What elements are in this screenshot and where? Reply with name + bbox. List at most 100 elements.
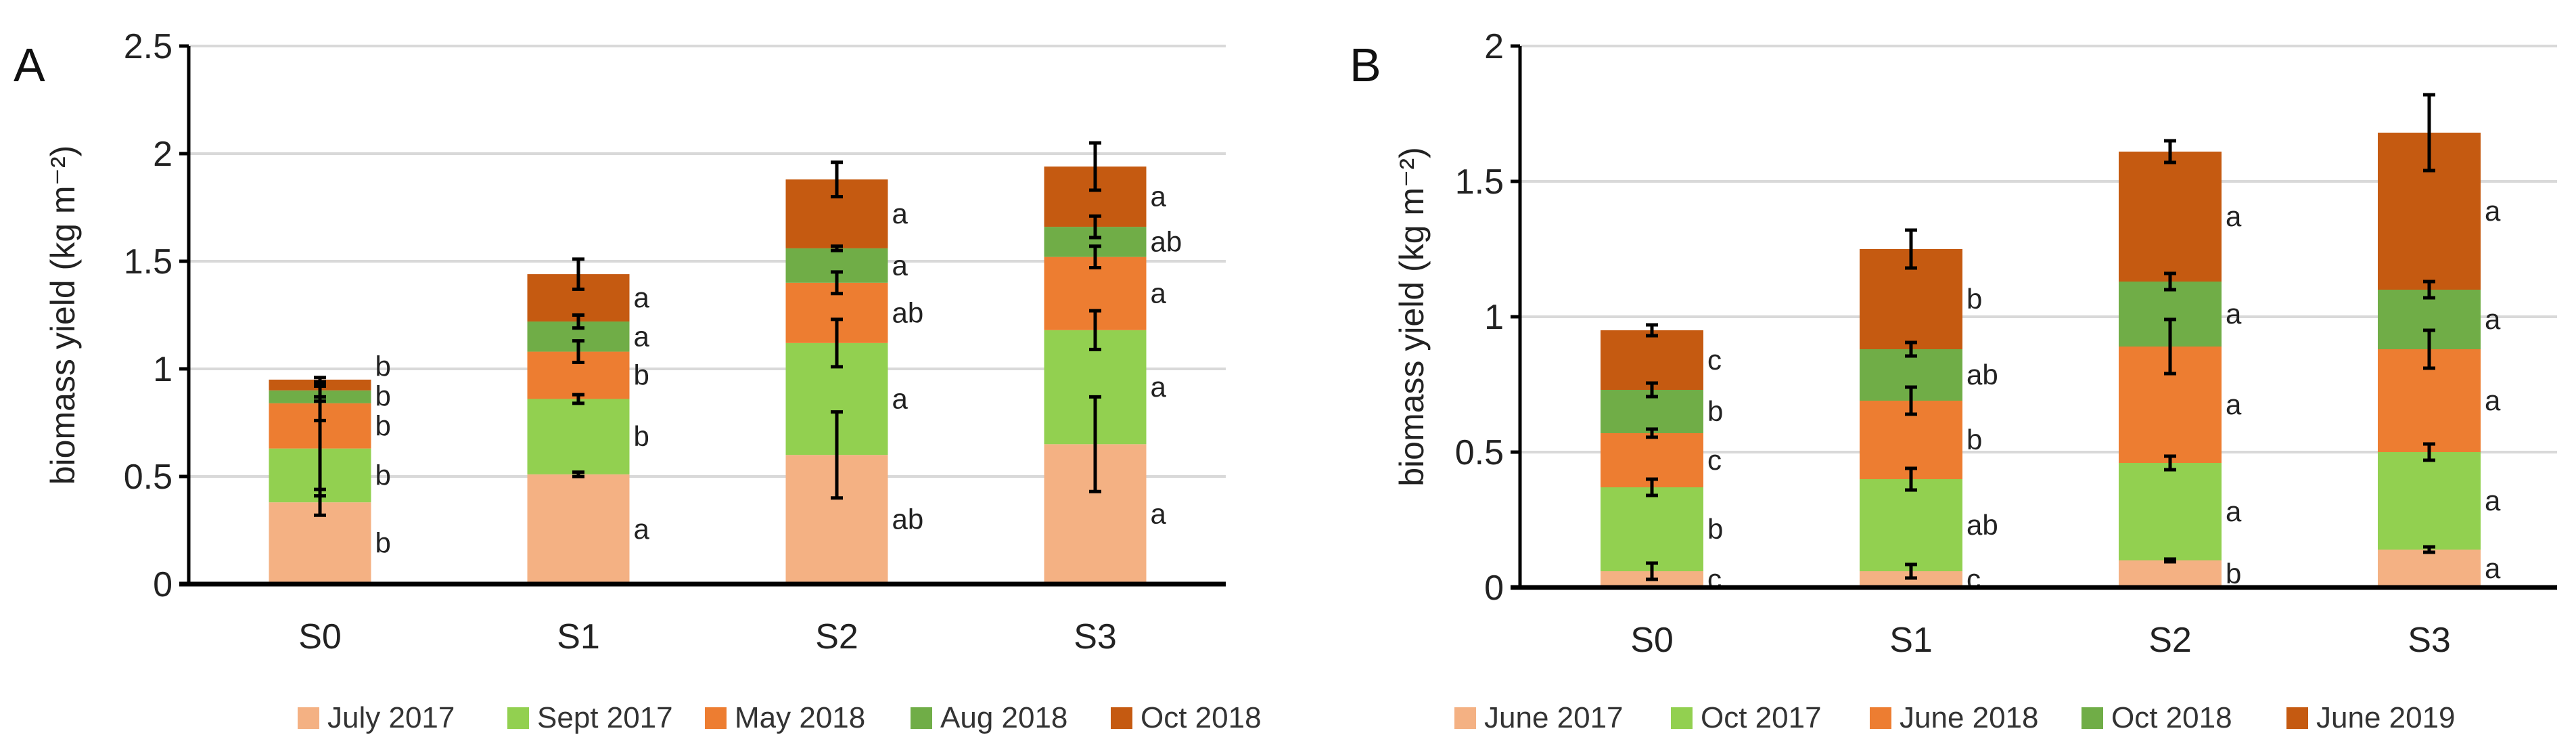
legend-item: June 2019: [2286, 701, 2456, 734]
legend-swatch: [911, 707, 932, 729]
panel-a: 00.511.522.5bbbbbS0abbaaS1abaabaaS2aaaab…: [14, 27, 1262, 734]
legend-label: July 2017: [327, 701, 455, 734]
bar-segment-s1-1: [527, 399, 630, 474]
legend: June 2017 Oct 2017 June 2018 Oct 2018 June 2…: [1454, 701, 2456, 734]
significance-letter: b: [1967, 424, 1982, 455]
error-bar: [1089, 309, 1101, 351]
significance-letter: a: [2485, 552, 2501, 584]
error-bar: [1905, 340, 1917, 358]
legend-item: Aug 2018: [911, 701, 1067, 734]
significance-letter: ab: [892, 504, 924, 535]
legend-swatch: [507, 707, 529, 729]
significance-letter: b: [634, 359, 649, 391]
error-bar: [1646, 477, 1658, 497]
y-tick-label: 1: [153, 350, 172, 389]
error-bar: [1089, 141, 1101, 192]
significance-letter: a: [2485, 303, 2501, 335]
bar-segment-s3-1: [2378, 452, 2481, 550]
significance-letter: a: [2226, 388, 2242, 420]
x-tick-label: S3: [1074, 617, 1117, 657]
significance-letter: c: [1967, 563, 1981, 595]
error-bar: [2164, 271, 2176, 292]
y-tick-label: 0: [153, 565, 172, 604]
error-bar: [2423, 545, 2435, 554]
significance-letter: b: [634, 420, 649, 452]
panel-b: 00.511.52cbcbcS0cabbabbS1baaaaS2aaaaaS3b…: [1350, 27, 2557, 734]
error-bar: [2164, 139, 2176, 164]
bar-segment-s1-0: [527, 474, 630, 584]
panel-label: A: [14, 39, 45, 91]
legend-swatch: [2082, 707, 2103, 729]
legend-label: June 2018: [1900, 701, 2039, 734]
error-bar: [1646, 381, 1658, 399]
legend-swatch: [2286, 707, 2308, 729]
significance-letter: ab: [1151, 225, 1182, 257]
significance-letter: b: [2226, 558, 2241, 590]
significance-letter: a: [634, 320, 650, 352]
y-axis-label: biomass yield (kg m⁻²): [1393, 147, 1431, 487]
panel-label: B: [1350, 39, 1381, 91]
legend-swatch: [1870, 707, 1891, 729]
bar-segment-s0-4: [1601, 330, 1703, 390]
bar-segment-s2-4: [2119, 152, 2222, 282]
significance-letter: c: [1707, 344, 1722, 376]
significance-letter: b: [375, 409, 391, 441]
error-bar: [2423, 442, 2435, 462]
significance-letter: ab: [1967, 509, 1998, 541]
legend-swatch: [1454, 707, 1476, 729]
significance-letter: a: [1151, 498, 1167, 530]
significance-letter: a: [2485, 485, 2501, 516]
error-bar: [1905, 466, 1917, 492]
legend-item: Sept 2017: [507, 701, 673, 734]
x-tick-label: S2: [2148, 621, 2192, 660]
bar-segment-s2-0: [2119, 560, 2222, 587]
error-bar: [1646, 427, 1658, 439]
error-bar: [572, 393, 584, 405]
error-bar: [831, 244, 843, 252]
error-bar: [831, 270, 843, 296]
error-bar: [572, 470, 584, 479]
significance-letter: ab: [1967, 359, 1998, 391]
y-axis-label: biomass yield (kg m⁻²): [44, 146, 82, 485]
significance-letter: b: [375, 527, 391, 559]
significance-letter: a: [892, 198, 908, 229]
error-bar: [572, 313, 584, 330]
significance-letter: a: [2226, 298, 2242, 330]
y-tick-label: 0.5: [1455, 433, 1504, 472]
y-tick-label: 1: [1484, 298, 1504, 337]
legend-label: June 2017: [1484, 701, 1624, 734]
significance-letter: a: [1151, 181, 1167, 213]
significance-letter: a: [2226, 495, 2242, 527]
x-tick-label: S0: [1630, 621, 1674, 660]
significance-letter: ab: [892, 296, 924, 328]
y-tick-label: 0.5: [124, 458, 172, 497]
error-bar: [831, 410, 843, 500]
significance-letter: a: [892, 249, 908, 281]
error-bar: [1646, 561, 1658, 581]
error-bar: [314, 376, 326, 384]
significance-letter: a: [1151, 277, 1167, 309]
x-tick-label: S2: [815, 617, 858, 657]
significance-letter: b: [375, 459, 391, 491]
x-tick-label: S3: [2408, 621, 2451, 660]
significance-letter: b: [375, 380, 391, 412]
legend-label: Aug 2018: [940, 701, 1067, 734]
significance-letter: c: [1707, 563, 1722, 595]
legend-item: Oct 2018: [2082, 701, 2232, 734]
legend-swatch: [298, 707, 319, 729]
error-bar: [2423, 93, 2435, 173]
y-tick-label: 2: [153, 135, 172, 174]
error-bar: [831, 317, 843, 369]
error-bar: [1089, 214, 1101, 240]
significance-letter: b: [1707, 395, 1723, 427]
legend-item: July 2017: [298, 701, 455, 734]
legend-label: May 2018: [735, 701, 865, 734]
error-bar: [572, 339, 584, 364]
legend-label: Sept 2017: [537, 701, 673, 734]
error-bar: [2164, 317, 2176, 376]
error-bar: [2423, 328, 2435, 370]
significance-letter: a: [2485, 384, 2501, 416]
error-bar: [1905, 562, 1917, 580]
error-bar: [1905, 385, 1917, 416]
